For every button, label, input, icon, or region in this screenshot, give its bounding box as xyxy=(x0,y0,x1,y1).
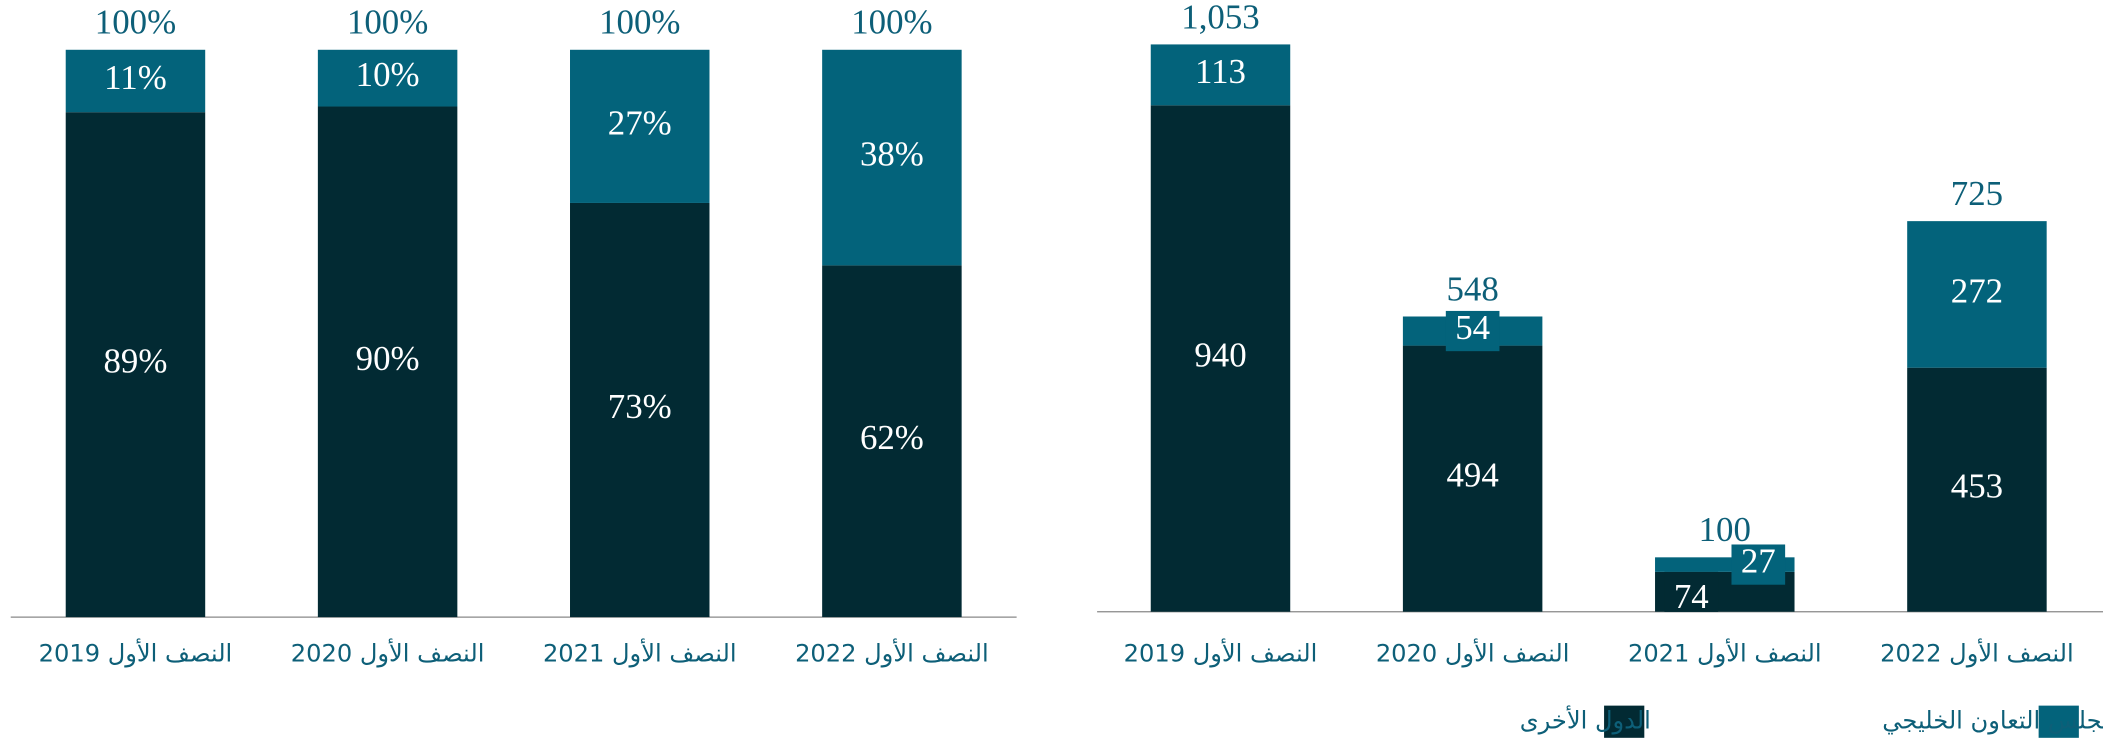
value-label: 11% xyxy=(104,58,167,97)
bar-segment xyxy=(317,106,458,618)
value-label: 113 xyxy=(1195,52,1246,91)
x-tick-label: النصف الأول 2020 xyxy=(1376,639,1570,668)
value-label: 89% xyxy=(104,342,168,381)
bar-segment xyxy=(1150,105,1291,612)
value-label: 494 xyxy=(1446,456,1498,495)
value-label: 272 xyxy=(1951,271,2003,310)
x-tick-label: النصف الأول 2021 xyxy=(543,639,737,668)
bar-segment xyxy=(1402,345,1543,612)
value-label: 73% xyxy=(608,387,672,426)
total-label: 1,053 xyxy=(1181,0,1259,36)
total-label: 725 xyxy=(1951,174,2003,213)
bar-segment xyxy=(822,49,962,266)
x-tick-label: النصف الأول 2021 xyxy=(1628,639,1822,668)
bar-segment xyxy=(1150,44,1291,106)
legend-swatch xyxy=(2038,705,2079,738)
total-label: 100% xyxy=(95,3,176,42)
x-tick-label: النصف الأول 2022 xyxy=(795,639,989,668)
value-label: 10% xyxy=(356,55,420,94)
total-label: 100% xyxy=(851,3,932,42)
value-label: 62% xyxy=(860,418,924,457)
bar-segment xyxy=(65,112,206,618)
x-tick-label: النصف الأول 2022 xyxy=(1880,639,2074,668)
total-label: 100% xyxy=(599,3,680,42)
total-label: 100% xyxy=(347,3,428,42)
value-label: 38% xyxy=(860,135,924,174)
x-tick-label: النصف الأول 2020 xyxy=(291,639,485,668)
label-box xyxy=(1445,310,1500,352)
bar-segment xyxy=(317,49,458,107)
label-box xyxy=(1731,544,1786,585)
bar-segment xyxy=(1907,221,2047,368)
value-label: 90% xyxy=(356,339,420,378)
label-box xyxy=(1664,571,1719,612)
value-label: 27% xyxy=(608,103,672,142)
total-label: 548 xyxy=(1446,269,1498,308)
legend-swatch xyxy=(1604,705,1645,738)
value-label: 27 xyxy=(1741,542,1776,581)
bar-segment xyxy=(822,265,962,618)
bar-segment xyxy=(1907,367,2047,612)
value-label: 453 xyxy=(1951,467,2003,506)
bar-segment xyxy=(570,202,710,618)
total-label: 100 xyxy=(1699,510,1751,549)
value-label: 54 xyxy=(1455,308,1490,347)
value-label: 74 xyxy=(1674,577,1709,616)
legend-label: الدول الأخرى xyxy=(1520,706,1651,735)
x-tick-label: النصف الأول 2019 xyxy=(39,639,233,668)
bar-segment xyxy=(65,49,206,113)
legend-label: دول مجلس التعاون الخليجي xyxy=(1882,707,2103,735)
value-label: 940 xyxy=(1194,336,1246,375)
x-tick-label: النصف الأول 2019 xyxy=(1124,639,1318,668)
bar-segment xyxy=(570,49,710,203)
